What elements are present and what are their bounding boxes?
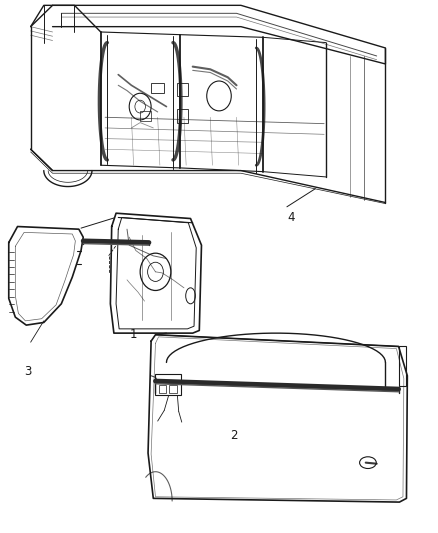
Bar: [151, 83, 164, 93]
Bar: [155, 374, 181, 395]
Bar: [177, 109, 188, 123]
Bar: [140, 111, 151, 121]
Bar: [399, 346, 406, 386]
Text: 1: 1: [129, 328, 137, 341]
Text: 2: 2: [230, 429, 237, 442]
Bar: [169, 385, 177, 393]
Bar: [177, 83, 188, 96]
Text: 4: 4: [287, 211, 294, 223]
Text: 3: 3: [24, 365, 32, 378]
Bar: [159, 385, 166, 393]
